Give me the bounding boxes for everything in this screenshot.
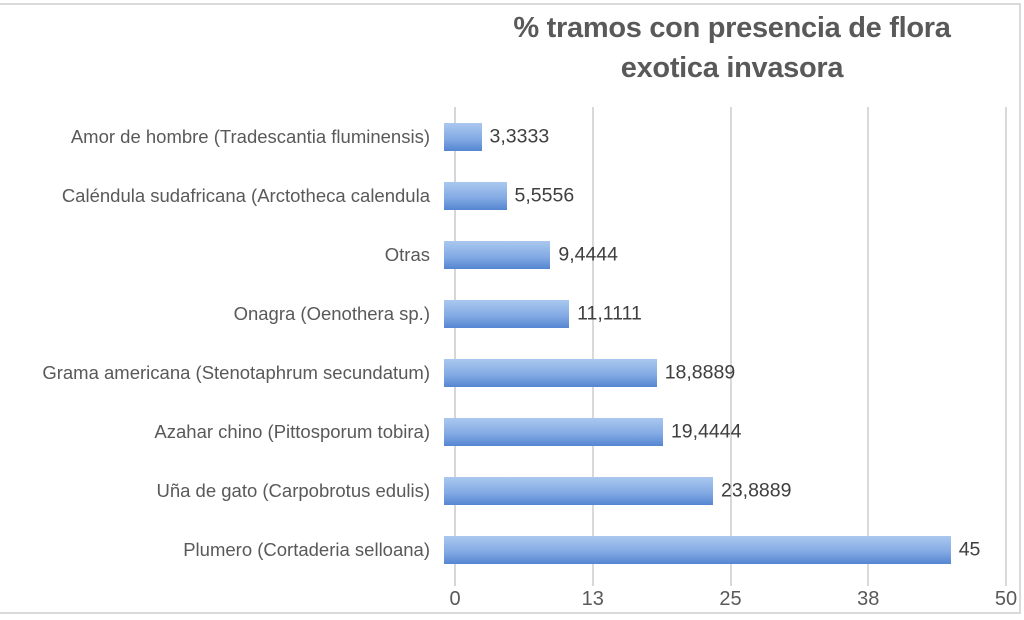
bar-track: 3,3333 [443,107,1006,166]
x-tick-label: 13 [581,588,604,610]
category-label: Uña de gato (Carpobrotus edulis) [156,480,430,502]
category-label: Onagra (Oenothera sp.) [233,302,430,324]
value-label: 11,1111 [577,302,642,325]
bar-track: 19,4444 [443,403,1006,462]
x-tick-label: 50 [994,588,1018,610]
chart-row: Grama americana (Stenotaphrum secundatum… [0,344,1024,403]
category-label: Grama americana (Stenotaphrum secundatum… [42,362,430,384]
gridline [591,107,594,586]
chart-rows: Amor de hombre (Tradescantia fluminensis… [0,107,1024,580]
bar-track: 5,5556 [443,166,1006,225]
bar-track: 23,8889 [443,462,1006,521]
chart-row: Otras 9,4444 [0,225,1024,284]
category-label: Plumero (Cortaderia selloana) [183,539,430,561]
chart-row: Onagra (Oenothera sp.) 11,1111 [0,284,1024,343]
value-label: 3,3333 [489,125,550,148]
category-label: Otras [384,243,430,265]
value-label: 45 [958,538,981,561]
value-label: 5,5556 [514,184,575,207]
bar[interactable] [444,418,663,447]
bar-track: 11,1111 [443,284,1006,343]
x-tick-label: 38 [857,588,880,610]
category-label: Amor de hombre (Tradescantia fluminensis… [70,125,430,147]
bar-track: 18,8889 [443,344,1006,403]
bar[interactable] [444,181,507,210]
x-axis: 0 13 25 38 50 [449,588,1017,614]
gridline [729,107,732,586]
chart-row: Amor de hombre (Tradescantia fluminensis… [0,107,1024,166]
chart-title-line2: exotica invasora [620,52,844,84]
chart-title: % tramos con presencia de flora exotica … [448,8,1016,88]
bar[interactable] [444,240,551,269]
value-axis-line [454,107,456,586]
chart-title-line1: % tramos con presencia de flora [513,12,951,44]
gridline [1005,107,1007,586]
x-tick-label: 25 [719,588,742,610]
chart-row: Plumero (Cortaderia selloana) 45 [0,521,1024,580]
chart-row: Caléndula sudafricana (Arctotheca calend… [0,166,1024,225]
value-label: 19,4444 [670,420,742,443]
chart-row: Azahar chino (Pittosporum tobira) 19,4444 [0,403,1024,462]
chart-row: Uña de gato (Carpobrotus edulis) 23,8889 [0,462,1024,521]
bar[interactable] [444,299,570,328]
x-tick-label: 0 [449,588,461,610]
bar-track: 9,4444 [443,225,1006,284]
bar-track: 45 [443,521,1006,580]
bar[interactable] [444,359,657,388]
category-label: Azahar chino (Pittosporum tobira) [154,421,430,443]
bar[interactable] [444,122,482,151]
value-label: 18,8889 [664,361,736,384]
bar[interactable] [444,477,713,506]
value-label: 23,8889 [720,479,792,502]
category-label: Caléndula sudafricana (Arctotheca calend… [61,184,430,206]
gridline [867,107,870,586]
bar[interactable] [444,536,951,565]
gridlines [454,107,1007,586]
value-label: 9,4444 [558,243,618,266]
